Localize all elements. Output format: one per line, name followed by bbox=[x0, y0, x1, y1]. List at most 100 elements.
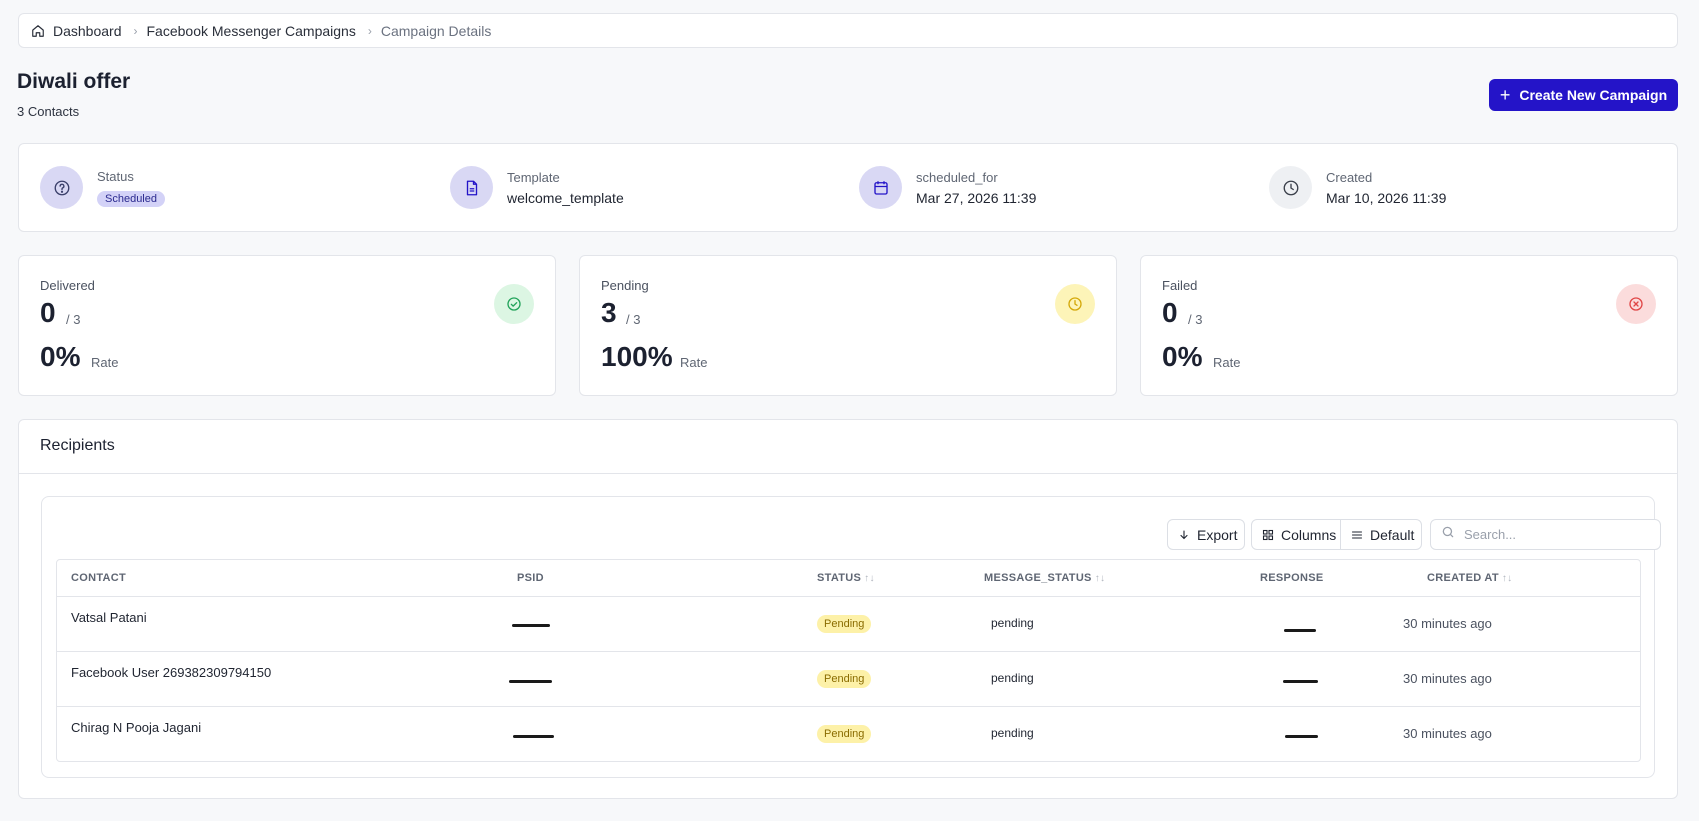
search-box bbox=[1430, 519, 1661, 550]
home-icon[interactable] bbox=[31, 24, 45, 38]
template-label: Template bbox=[507, 169, 560, 185]
pending-count: 3 bbox=[601, 297, 617, 328]
pending-total: / 3 bbox=[626, 312, 641, 327]
sort-icon: ↑↓ bbox=[1094, 573, 1106, 584]
table-header: CONTACT PSID STATUS ↑↓ MESSAGE_STATUS ↑↓ R… bbox=[57, 560, 1640, 597]
search-icon bbox=[1441, 525, 1455, 544]
contact-name: Chirag N Pooja Jagani bbox=[71, 720, 202, 735]
create-campaign-button[interactable]: + Create New Campaign bbox=[1489, 79, 1678, 111]
template-info: Template welcome_template bbox=[450, 166, 624, 209]
breadcrumb-messenger-campaigns[interactable]: Facebook Messenger Campaigns bbox=[146, 22, 356, 39]
density-default-button[interactable]: Default bbox=[1340, 519, 1422, 550]
file-text-icon bbox=[450, 166, 493, 209]
sort-icon: ↑↓ bbox=[864, 573, 875, 584]
export-button[interactable]: Export bbox=[1167, 519, 1245, 550]
divider bbox=[19, 473, 1677, 474]
breadcrumb-campaign-details: Campaign Details bbox=[380, 22, 492, 39]
table-row[interactable]: Vatsal Patani Pending pending 30 minutes… bbox=[57, 597, 1640, 652]
menu-icon bbox=[1351, 529, 1363, 541]
export-label: Export bbox=[1197, 526, 1238, 543]
check-circle-icon bbox=[494, 284, 534, 324]
col-message-status[interactable]: MESSAGE_STATUS ↑↓ bbox=[984, 572, 1105, 584]
table-container: Export Columns Default bbox=[41, 496, 1661, 778]
created-at-cell: 30 minutes ago bbox=[1403, 671, 1492, 686]
redacted-response bbox=[1284, 629, 1316, 632]
plus-icon: + bbox=[1499, 85, 1511, 105]
created-label: Created bbox=[1326, 169, 1373, 185]
failed-rate-label: Rate bbox=[1213, 355, 1241, 370]
recipients-table: CONTACT PSID STATUS ↑↓ MESSAGE_STATUS ↑↓ R… bbox=[56, 559, 1641, 762]
campaign-info-card: Status Scheduled Template welcome_templa… bbox=[18, 143, 1678, 232]
pending-badge: Pending bbox=[817, 725, 872, 743]
redacted-psid bbox=[509, 680, 552, 683]
created-info: Created Mar 10, 2026 11:39 bbox=[1269, 166, 1446, 209]
pending-label: Pending bbox=[601, 278, 649, 293]
col-psid: PSID bbox=[517, 572, 544, 584]
status-cell: Pending bbox=[817, 670, 872, 688]
message-status-cell: pending bbox=[991, 616, 1034, 630]
failed-count: 0 bbox=[1162, 297, 1178, 328]
status-cell: Pending bbox=[817, 615, 872, 633]
create-campaign-label: Create New Campaign bbox=[1519, 87, 1668, 103]
col-message-status-label: MESSAGE_STATUS bbox=[984, 572, 1092, 584]
contact-name: Vatsal Patani bbox=[71, 610, 147, 625]
status-info: Status Scheduled bbox=[40, 166, 165, 209]
failed-rate: 0% bbox=[1162, 341, 1203, 372]
scheduled-value: Mar 27, 2026 11:39 bbox=[916, 189, 1037, 206]
pending-badge: Pending bbox=[817, 670, 872, 688]
col-created-at-label: CREATED AT bbox=[1427, 572, 1499, 584]
delivered-stat-card: Delivered 0 / 3 0% Rate bbox=[18, 255, 556, 396]
table-row[interactable]: Chirag N Pooja Jagani Pending pending 30… bbox=[57, 707, 1640, 762]
breadcrumb: Dashboard › Facebook Messenger Campaigns… bbox=[18, 13, 1678, 48]
redacted-psid bbox=[513, 735, 554, 738]
col-status[interactable]: STATUS ↑↓ bbox=[817, 572, 875, 584]
pending-rate: 100% bbox=[601, 341, 673, 372]
scheduled-label: scheduled_for bbox=[916, 169, 998, 185]
grid-icon bbox=[1262, 529, 1274, 541]
delivered-rate-label: Rate bbox=[91, 355, 119, 370]
redacted-psid bbox=[512, 624, 550, 627]
chevron-right-icon: › bbox=[367, 23, 372, 38]
calendar-icon bbox=[859, 166, 902, 209]
failed-stat-card: Failed 0 / 3 0% Rate bbox=[1140, 255, 1678, 396]
columns-label: Columns bbox=[1281, 526, 1337, 543]
delivered-label: Delivered bbox=[40, 278, 95, 293]
delivered-rate: 0% bbox=[40, 341, 81, 372]
redacted-response bbox=[1285, 735, 1318, 738]
failed-label: Failed bbox=[1162, 278, 1198, 293]
created-value: Mar 10, 2026 11:39 bbox=[1326, 189, 1447, 206]
template-value: welcome_template bbox=[507, 189, 624, 206]
recipients-title: Recipients bbox=[40, 437, 115, 454]
search-input[interactable] bbox=[1464, 527, 1654, 542]
status-label: Status bbox=[97, 168, 134, 184]
pending-rate-label: Rate bbox=[680, 355, 708, 370]
created-at-cell: 30 minutes ago bbox=[1403, 616, 1492, 631]
chevron-right-icon: › bbox=[133, 23, 138, 38]
col-response: RESPONSE bbox=[1260, 572, 1324, 584]
failed-total: / 3 bbox=[1188, 312, 1203, 327]
recipients-panel: Recipients Export Columns Default bbox=[18, 419, 1678, 799]
delivered-count: 0 bbox=[40, 297, 56, 328]
col-created-at[interactable]: CREATED AT ↑↓ bbox=[1427, 572, 1512, 584]
delivered-total: / 3 bbox=[66, 312, 81, 327]
clock-icon bbox=[1055, 284, 1095, 324]
pending-badge: Pending bbox=[817, 615, 872, 633]
arrow-down-icon bbox=[1178, 529, 1190, 541]
status-cell: Pending bbox=[817, 725, 872, 743]
message-status-cell: pending bbox=[991, 726, 1034, 740]
x-circle-icon bbox=[1616, 284, 1656, 324]
status-badge: Scheduled bbox=[97, 190, 165, 207]
breadcrumb-dashboard[interactable]: Dashboard bbox=[53, 22, 122, 39]
redacted-response bbox=[1283, 680, 1318, 683]
clock-icon bbox=[1269, 166, 1312, 209]
sort-icon: ↑↓ bbox=[1501, 573, 1513, 584]
page-title: Diwali offer bbox=[17, 70, 131, 93]
contacts-count: 3 Contacts bbox=[17, 104, 80, 119]
help-circle-icon bbox=[40, 166, 83, 209]
col-contact: CONTACT bbox=[71, 572, 127, 584]
table-row[interactable]: Facebook User 269382309794150 Pending pe… bbox=[57, 652, 1640, 707]
scheduled-info: scheduled_for Mar 27, 2026 11:39 bbox=[859, 166, 1036, 209]
col-status-label: STATUS bbox=[817, 572, 862, 584]
columns-button[interactable]: Columns bbox=[1251, 519, 1341, 550]
